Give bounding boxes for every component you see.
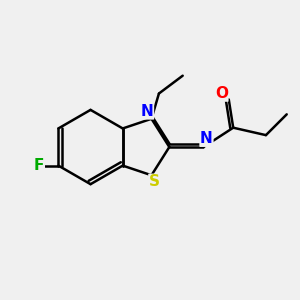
Text: F: F	[34, 158, 44, 173]
Text: O: O	[215, 86, 228, 101]
Text: N: N	[141, 104, 153, 119]
Text: S: S	[149, 174, 160, 189]
Text: N: N	[200, 131, 213, 146]
